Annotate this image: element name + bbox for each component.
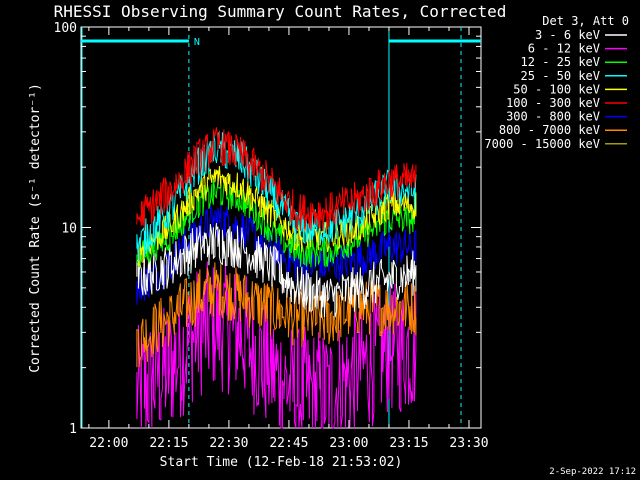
series-trace-0: [136, 222, 417, 318]
x-axis: 22:00 22:15 22:30 22:45 23:00 23:15 23:30: [88, 27, 489, 451]
y-axis: 1 10 100: [54, 21, 481, 437]
legend-label: 7000 - 15000 keV: [484, 137, 600, 151]
night-marker: N: [194, 37, 200, 48]
x-tick-label: 23:15: [389, 436, 428, 451]
timestamp: 2-Sep-2022 17:12: [549, 467, 636, 477]
x-axis-label: Start Time (12-Feb-18 21:53:02): [160, 455, 403, 470]
legend-label: 100 - 300 keV: [506, 96, 600, 110]
x-tick-label: 22:30: [209, 436, 248, 451]
y-tick-label: 1: [69, 422, 77, 437]
legend-label: 6 - 12 keV: [528, 42, 600, 56]
x-tick-label: 23:30: [449, 436, 488, 451]
legend-title: Det 3, Att 0: [542, 14, 629, 28]
x-tick-label: 23:00: [329, 436, 368, 451]
series-trace-1: [136, 260, 417, 429]
legend-label: 50 - 100 keV: [513, 82, 600, 96]
legend-label: 300 - 800 keV: [506, 110, 600, 124]
chart-title: RHESSI Observing Summary Count Rates, Co…: [54, 2, 507, 21]
x-tick-label: 22:15: [149, 436, 188, 451]
y-tick-label: 100: [54, 21, 77, 36]
legend-label: 25 - 50 keV: [521, 69, 600, 83]
x-tick-label: 22:00: [89, 436, 128, 451]
data-layer: [136, 127, 417, 429]
y-tick-label: 10: [61, 222, 77, 237]
y-axis-label: Corrected Count Rate (s⁻¹ detector⁻¹): [28, 83, 43, 373]
x-tick-label: 22:45: [269, 436, 308, 451]
series-trace-5: [136, 127, 417, 231]
series-trace-7: [136, 262, 417, 368]
series-trace-6: [136, 204, 417, 305]
legend-label: 3 - 6 keV: [535, 28, 600, 42]
legend-label: 12 - 25 keV: [521, 55, 600, 69]
legend-label: 800 - 7000 keV: [499, 123, 600, 137]
